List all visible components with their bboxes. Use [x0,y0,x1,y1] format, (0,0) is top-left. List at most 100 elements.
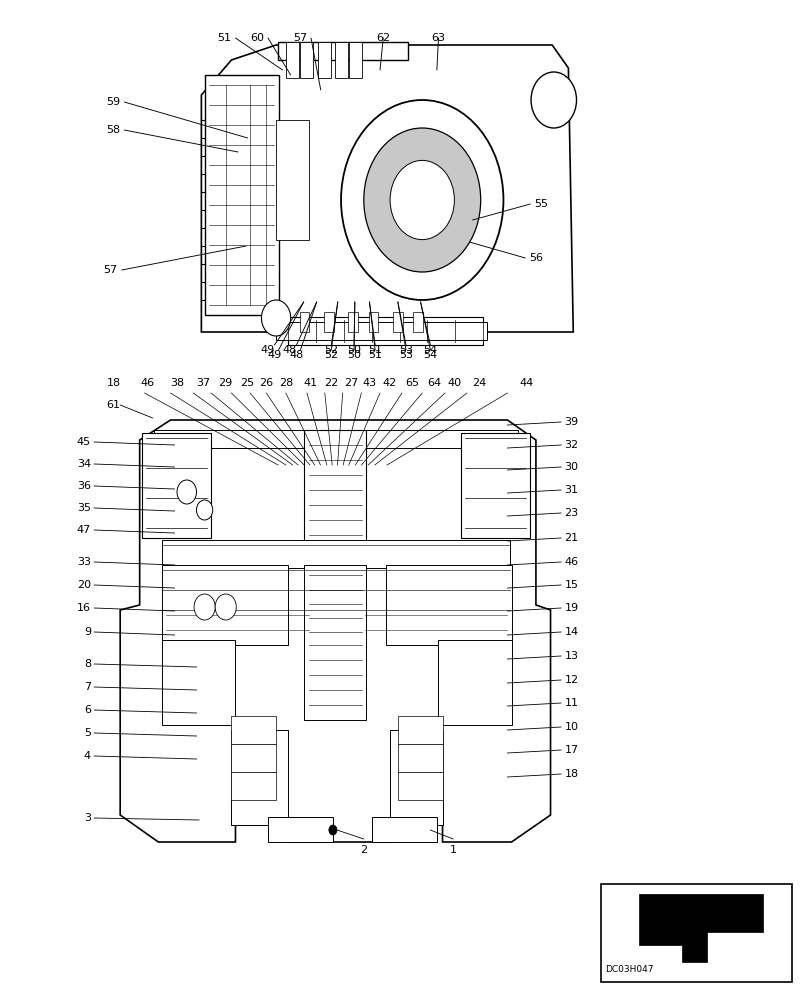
Text: 9: 9 [84,627,91,637]
Text: 21: 21 [564,533,577,543]
Bar [276,120,308,240]
Text: 52: 52 [324,345,338,355]
Polygon shape [201,45,573,332]
Text: 42: 42 [382,378,397,388]
Bar [397,772,442,800]
Text: 56: 56 [529,253,543,263]
Text: 23: 23 [564,508,577,518]
Bar [268,817,333,842]
Text: 12: 12 [564,675,577,685]
Text: 30: 30 [564,462,577,472]
Text: 34: 34 [77,459,91,469]
Text: 4: 4 [84,751,91,761]
Text: 41: 41 [303,378,317,388]
Text: 11: 11 [564,698,577,708]
Bar [334,42,347,78]
Text: 64: 64 [427,378,441,388]
Text: 48: 48 [289,350,303,360]
Text: 27: 27 [343,378,358,388]
Bar [349,42,362,78]
Bar [205,75,278,315]
Polygon shape [231,730,288,825]
Bar [413,312,423,332]
Circle shape [363,128,480,272]
Text: 3: 3 [84,813,91,823]
Bar [299,312,309,332]
Text: 51: 51 [367,350,382,360]
Text: 48: 48 [281,345,296,355]
Text: 26: 26 [259,378,273,388]
Text: 18: 18 [106,378,121,388]
Text: 43: 43 [362,378,376,388]
Text: 49: 49 [260,345,274,355]
Circle shape [341,100,503,300]
Bar [600,884,791,982]
Text: 13: 13 [564,651,577,661]
Bar [231,772,276,800]
Text: 15: 15 [564,580,577,590]
Bar [162,565,288,645]
Text: 38: 38 [169,378,184,388]
Bar [385,565,511,645]
Bar [438,640,511,725]
Text: 61: 61 [106,400,121,410]
Text: 45: 45 [77,437,91,447]
Text: 1: 1 [449,845,456,855]
Bar [231,744,276,772]
Text: 28: 28 [278,378,293,388]
Text: 24: 24 [471,378,486,388]
Text: 40: 40 [447,378,461,388]
Text: 60: 60 [250,33,264,43]
Bar [304,565,366,720]
Text: 19: 19 [564,603,577,613]
Text: 22: 22 [324,378,338,388]
Bar [300,42,313,78]
Text: 49: 49 [267,350,281,360]
Text: 20: 20 [77,580,91,590]
Circle shape [194,594,215,620]
Text: 51: 51 [367,345,382,355]
Text: 39: 39 [564,417,577,427]
Text: 55: 55 [534,199,547,209]
Bar [324,312,333,332]
Text: 46: 46 [140,378,155,388]
Text: 10: 10 [564,722,577,732]
Text: 46: 46 [564,557,577,567]
Polygon shape [120,420,550,842]
Bar [368,312,378,332]
Text: 37: 37 [195,378,210,388]
Bar [142,433,211,538]
Circle shape [215,594,236,620]
Text: 17: 17 [564,745,577,755]
Text: 57: 57 [104,265,118,275]
Text: DC03H047: DC03H047 [604,965,653,974]
Text: 47: 47 [76,525,91,535]
Text: 5: 5 [84,728,91,738]
Bar [162,640,235,725]
Text: 51: 51 [217,33,231,43]
Text: 36: 36 [77,481,91,491]
Text: 8: 8 [84,659,91,669]
Text: 29: 29 [218,378,233,388]
Text: 18: 18 [564,769,577,779]
Text: 53: 53 [398,350,413,360]
Text: 2: 2 [360,845,367,855]
Text: 62: 62 [375,33,390,43]
Bar [397,716,442,744]
Bar [231,716,276,744]
Polygon shape [638,894,762,962]
Circle shape [389,160,454,240]
Bar [397,744,442,772]
Text: 53: 53 [398,345,413,355]
Bar [288,317,483,345]
Text: 50: 50 [346,350,361,360]
Polygon shape [277,42,407,60]
Text: 33: 33 [77,557,91,567]
Text: 52: 52 [324,350,338,360]
Text: 25: 25 [240,378,255,388]
Text: 65: 65 [405,378,419,388]
Text: 44: 44 [518,378,533,388]
Text: 57: 57 [293,33,307,43]
Text: 35: 35 [77,503,91,513]
Circle shape [530,72,576,128]
